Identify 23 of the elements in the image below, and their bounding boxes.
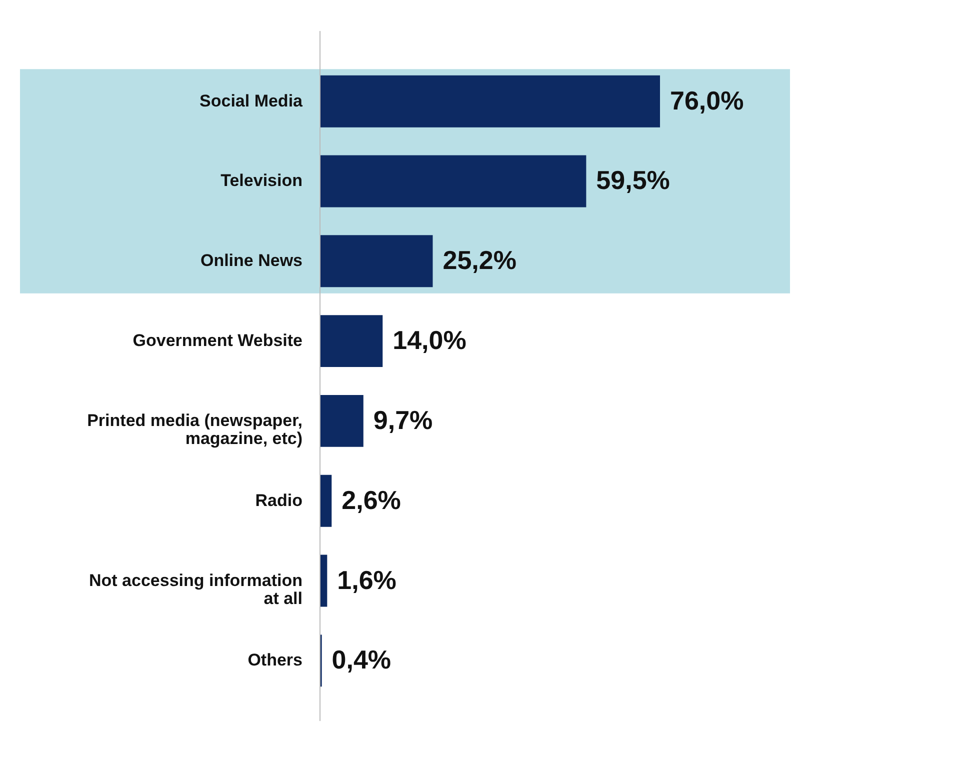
bar: [320, 155, 586, 208]
y-tick-label: Online News: [200, 251, 302, 270]
data-label: 25,2%: [442, 245, 516, 276]
bar: [320, 315, 383, 368]
y-tick-label: Printed media (newspaper, magazine, etc): [87, 410, 302, 448]
y-tick-label: Government Website: [132, 331, 302, 350]
data-label: 2,6%: [342, 484, 401, 515]
y-tick-label: Social Media: [200, 91, 304, 110]
y-tick-label: Others: [248, 650, 302, 670]
data-label: 59,5%: [596, 165, 670, 196]
data-label: 1,6%: [337, 564, 396, 595]
data-label: 0,4%: [332, 644, 392, 675]
bar: [320, 554, 328, 607]
data-label: 76,0%: [670, 85, 744, 116]
bar: [320, 75, 660, 128]
bar: [320, 474, 332, 527]
bar: [320, 394, 364, 447]
y-tick-label: Television: [220, 171, 302, 190]
y-tick-label: Radio: [255, 490, 302, 510]
y-tick-label: Not accessing information at all: [89, 570, 302, 608]
data-label: 9,7%: [373, 404, 433, 435]
bar: [320, 235, 433, 288]
data-label: 14,0%: [392, 325, 466, 356]
